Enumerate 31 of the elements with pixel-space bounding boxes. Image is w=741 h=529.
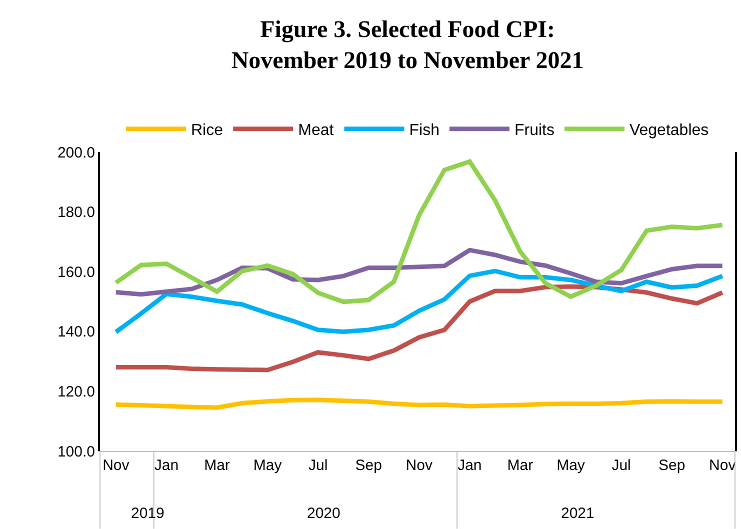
text: 2021	[561, 505, 594, 522]
x-tick-label: Mar	[507, 457, 534, 474]
x-tick-label: May	[253, 457, 282, 474]
legend-label: Fruits	[514, 122, 554, 140]
y-tick-label: 160.0	[57, 264, 95, 281]
y-tick-label: 200.0	[57, 144, 95, 162]
x-tick-label: Jan	[458, 457, 482, 474]
line-series	[114, 284, 725, 372]
x-tick-label: Jul	[308, 457, 328, 474]
y-tick-label: 180.0	[57, 204, 95, 222]
legend-label: Vegetables	[629, 122, 709, 140]
x-tick-label: May	[556, 457, 586, 474]
x-tick-label: Nov	[709, 457, 736, 474]
legend-label: Meat	[298, 122, 334, 140]
x-tick-label: Sep	[658, 457, 686, 474]
y-tick-label: 100.0	[57, 443, 95, 460]
legend-label: Rice	[191, 122, 224, 140]
x-tick-label: Jan	[154, 457, 179, 474]
x-tick-label: Jul	[612, 457, 631, 474]
x-tick-label: Mar	[204, 457, 230, 474]
y-tick-label: 140.0	[57, 324, 95, 341]
text: 2020	[307, 505, 340, 522]
line-series	[114, 159, 725, 304]
text: 2019	[131, 505, 164, 522]
line-series	[114, 268, 725, 334]
x-tick-label: Sep	[355, 457, 382, 474]
chart-title: Figure 3. Selected Food CPI: November 2019 to November 2021	[231, 17, 584, 74]
y-tick-label: 120.0	[57, 383, 95, 400]
x-tick-label: Nov	[406, 457, 433, 474]
x-tick-label: Nov	[102, 457, 130, 474]
legend-label: Fish	[409, 122, 440, 140]
